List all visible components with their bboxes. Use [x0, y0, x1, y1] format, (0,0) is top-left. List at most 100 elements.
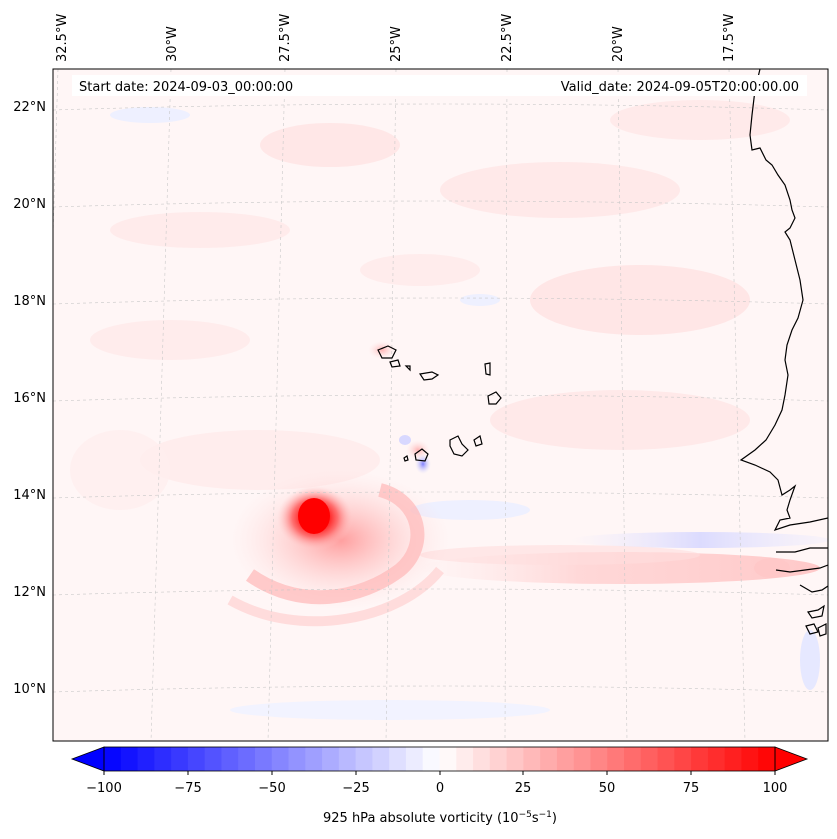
colorbar-label-exp: −1 — [539, 810, 552, 820]
island-vorticity-positive — [368, 341, 396, 359]
colorbar-tick-label: 0 — [436, 781, 444, 796]
lat-gridline — [53, 588, 828, 596]
lat-gridline — [53, 491, 828, 499]
colorbar-step — [305, 747, 323, 771]
colorbar-tick-label: −75 — [174, 781, 201, 796]
colorbar-step — [573, 747, 591, 771]
colorbar-step — [624, 747, 642, 771]
colorbar: −100 −75 −50 −25 0 25 50 75 100 925 hPa … — [70, 746, 809, 826]
lon-label: 17.5°W — [722, 14, 737, 62]
island-boa-vista — [487, 391, 502, 405]
field-patch — [440, 162, 680, 218]
field-patch — [610, 100, 790, 140]
island-santo-antao — [377, 345, 397, 359]
colorbar-step — [187, 747, 206, 771]
colorbar-step — [120, 747, 139, 771]
coast-segment — [799, 584, 828, 593]
colorbar-step — [473, 747, 491, 771]
lat-label: 16°N — [13, 391, 46, 406]
latitude-labels: 22°N 20°N 18°N 16°N 14°N 12°N 10°N — [13, 100, 46, 697]
colorbar-step — [171, 747, 189, 771]
colorbar-step — [506, 747, 524, 771]
island-vorticity-negative — [399, 435, 411, 445]
bijagos-island — [807, 604, 825, 619]
positive-vorticity-band — [420, 545, 700, 565]
colorbar-label-main: 925 hPa absolute vorticity (10 — [323, 811, 519, 826]
colorbar-step — [422, 747, 440, 771]
storm-vorticity-max — [298, 498, 330, 534]
colorbar-step — [556, 747, 575, 771]
field-patch — [70, 430, 170, 510]
colorbar-step — [674, 747, 692, 771]
lon-label: 32.5°W — [55, 14, 70, 62]
colorbar-label-unit: s — [532, 811, 539, 826]
colorbar-step — [355, 747, 373, 771]
colorbar-step — [456, 747, 474, 771]
colorbar-step — [405, 747, 424, 771]
lon-gridline — [617, 69, 628, 741]
valid-date-label: Valid_date: 2024-09-05T20:00:00.00 — [561, 80, 799, 95]
lat-gridline — [53, 200, 828, 208]
colorbar-step — [254, 747, 273, 771]
colorbar-step — [758, 747, 776, 771]
bijagos-island — [817, 623, 827, 637]
colorbar-label-exp: −5 — [519, 810, 532, 820]
colorbar-steps — [104, 747, 776, 771]
colorbar-step — [707, 747, 726, 771]
colorbar-step — [590, 747, 608, 771]
lat-label: 22°N — [13, 100, 46, 115]
colorbar-step — [724, 747, 742, 771]
island-sal — [484, 362, 491, 376]
colorbar-step — [741, 747, 759, 771]
lat-label: 14°N — [13, 488, 46, 503]
field-patch — [110, 212, 290, 248]
island-sao-vicente — [389, 359, 401, 368]
colorbar-step — [238, 747, 256, 771]
lat-label: 12°N — [13, 585, 46, 600]
graticule — [53, 69, 828, 741]
gambia-river-coast — [776, 547, 828, 553]
lat-label: 18°N — [13, 294, 46, 309]
guinea-bissau-coast — [775, 564, 828, 573]
colorbar-step — [104, 747, 122, 771]
colorbar-step — [489, 747, 508, 771]
colorbar-tick-label: 100 — [763, 781, 788, 796]
colorbar-high-extend — [774, 746, 809, 772]
colorbar-step — [607, 747, 625, 771]
colorbar-tick-label: 75 — [683, 781, 700, 796]
colorbar-ticks: −100 −75 −50 −25 0 25 50 75 100 — [86, 771, 787, 796]
colorbar-step — [657, 747, 675, 771]
negative-vorticity-band — [570, 532, 828, 548]
lon-gridline — [504, 69, 508, 741]
island-maio — [473, 435, 483, 447]
longitude-labels: 32.5°W 30°W 27.5°W 25°W 22.5°W 20°W 17.5… — [55, 14, 737, 62]
colorbar-low-extend — [70, 746, 105, 772]
field-patch — [260, 123, 400, 167]
field-patch — [360, 254, 480, 286]
colorbar-step — [540, 747, 558, 771]
island-santa-luzia — [404, 365, 411, 372]
storm-spiral-band — [227, 566, 444, 627]
lat-label: 10°N — [13, 682, 46, 697]
island-sao-nicolau — [418, 371, 440, 381]
lat-gridline — [53, 394, 828, 402]
field-patch — [90, 320, 250, 360]
field-patch — [530, 265, 750, 335]
lat-gridline — [53, 685, 828, 693]
lon-label: 20°W — [611, 26, 626, 62]
field-patch-negative — [230, 700, 550, 720]
colorbar-step — [221, 747, 239, 771]
lon-gridline — [150, 69, 172, 741]
start-date-label: Start date: 2024-09-03_00:00:00 — [79, 80, 293, 95]
island-vorticity-negative — [415, 454, 431, 474]
lon-label: 22.5°W — [500, 14, 515, 62]
coastlines — [739, 69, 828, 637]
colorbar-step — [338, 747, 357, 771]
lon-gridline — [267, 69, 286, 741]
storm-spiral-band — [245, 483, 425, 605]
colorbar-tick-label: 25 — [515, 781, 532, 796]
island-fogo — [414, 448, 429, 462]
colorbar-label: 925 hPa absolute vorticity (10−5s−1) — [323, 810, 557, 826]
map-border — [52, 68, 829, 742]
colorbar-step — [691, 747, 709, 771]
